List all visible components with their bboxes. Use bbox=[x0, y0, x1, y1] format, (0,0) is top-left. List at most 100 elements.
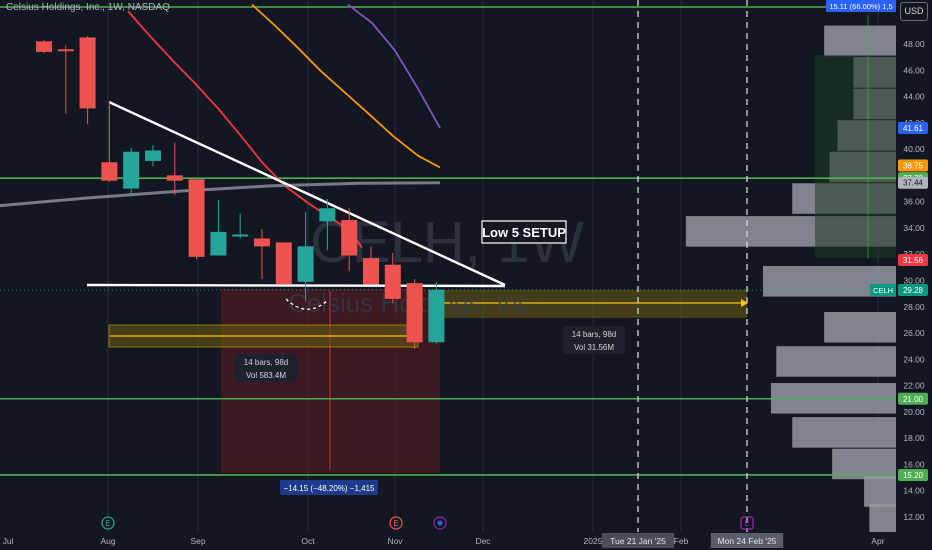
price-tick-label: 48.00 bbox=[903, 39, 925, 49]
candle bbox=[145, 145, 161, 167]
price-badge bbox=[898, 176, 928, 189]
time-tick-label: Oct bbox=[301, 536, 315, 546]
candle-body bbox=[145, 150, 161, 161]
price-badge-label: 15.20 bbox=[903, 471, 924, 480]
setup-label: Low 5 SETUP bbox=[482, 225, 566, 240]
price-badge-label: 31.56 bbox=[903, 256, 924, 265]
time-tick-label: Dec bbox=[475, 536, 491, 546]
date-marker-label-box bbox=[601, 533, 675, 548]
time-tick-label: Mon 24 Feb '25 bbox=[718, 536, 777, 546]
volume-profile-bar bbox=[824, 25, 896, 57]
candle-body bbox=[166, 175, 183, 181]
candle bbox=[297, 212, 314, 302]
currency-button[interactable]: USD bbox=[900, 2, 928, 21]
earnings-icon[interactable]: E bbox=[740, 516, 754, 530]
candle-body bbox=[406, 283, 423, 343]
price-badge-label: 29.28 bbox=[903, 286, 924, 295]
descending-trendline[interactable] bbox=[108, 100, 506, 287]
support-trendline[interactable] bbox=[86, 283, 506, 288]
price-tick-label: 22.00 bbox=[903, 381, 925, 391]
date-marker-label-box bbox=[710, 533, 784, 548]
candle bbox=[363, 246, 379, 285]
volume-profile-bar bbox=[776, 346, 896, 377]
price-tick-label: 20.00 bbox=[903, 407, 925, 417]
candle-body bbox=[297, 246, 314, 282]
earnings-icon[interactable]: E bbox=[101, 516, 115, 530]
candle-body bbox=[123, 151, 140, 189]
earnings-icon[interactable]: E bbox=[389, 516, 403, 530]
symbol-header[interactable]: Celsius Holdings, Inc., 1W, NASDAQ bbox=[6, 2, 170, 13]
candle bbox=[254, 229, 270, 280]
candle-body bbox=[188, 179, 205, 257]
candle bbox=[36, 40, 52, 54]
volume-profile-bar bbox=[864, 476, 896, 507]
price-tick-label: 40.00 bbox=[903, 144, 925, 154]
price-tick-label: 18.00 bbox=[903, 433, 925, 443]
candle bbox=[79, 36, 96, 125]
price-tick-label: 34.00 bbox=[903, 223, 925, 233]
candle bbox=[232, 213, 249, 239]
volume-profile-bar bbox=[832, 448, 896, 480]
time-tick-label: Nov bbox=[387, 536, 403, 546]
price-badge bbox=[898, 121, 928, 134]
setup-label-box[interactable] bbox=[481, 220, 567, 244]
left-range-info-box bbox=[234, 354, 298, 382]
time-tick-label: Apr bbox=[871, 536, 884, 546]
price-badge bbox=[898, 283, 928, 296]
candle bbox=[428, 281, 445, 344]
candle-body bbox=[275, 242, 292, 285]
time-tick-label: Jul bbox=[3, 536, 14, 546]
candle bbox=[275, 242, 292, 285]
svg-text:E: E bbox=[105, 519, 110, 528]
right-range-volume: Vol 31.56M bbox=[574, 343, 614, 352]
price-tick-label: 24.00 bbox=[903, 354, 925, 364]
candle bbox=[406, 279, 423, 349]
moving-average-line bbox=[251, 3, 441, 169]
moving-average-line bbox=[347, 3, 441, 129]
top-price-label-box bbox=[826, 0, 896, 12]
measure-info: −14.15 (−48.20%) −1,415 bbox=[284, 484, 376, 493]
top-price-label: 15.11 (66.00%) 1,5 bbox=[829, 2, 892, 11]
left-range-volume: Vol 583.4M bbox=[246, 371, 286, 380]
right-range-info-box bbox=[563, 326, 625, 354]
candle bbox=[384, 252, 401, 303]
candle-body bbox=[79, 37, 96, 109]
dividend-icon[interactable] bbox=[433, 516, 447, 530]
moving-averages bbox=[0, 3, 441, 249]
candle bbox=[166, 142, 183, 196]
candle-body bbox=[363, 258, 379, 285]
candle-body bbox=[319, 208, 336, 222]
candle bbox=[210, 200, 227, 256]
time-tick-label: Sep bbox=[190, 536, 205, 546]
candle-body bbox=[341, 220, 358, 256]
time-axis[interactable]: Jul Aug Sep Oct Nov Dec 2025 Tue 21 Jan '25 Feb M… bbox=[3, 533, 885, 548]
price-badges: 41.6138.7537.7937.4431.56CELH29.2821.001… bbox=[870, 121, 928, 481]
candle bbox=[188, 179, 205, 260]
candle bbox=[101, 100, 118, 182]
time-tick-label: Feb bbox=[674, 536, 689, 546]
candle bbox=[341, 208, 358, 272]
value-area-shade bbox=[815, 55, 897, 258]
candle-body bbox=[428, 289, 445, 343]
price-badge bbox=[898, 468, 928, 481]
candle bbox=[57, 45, 74, 114]
rounded-bottom-arc bbox=[285, 298, 329, 310]
time-tick-label: Tue 21 Jan '25 bbox=[610, 536, 666, 546]
price-badge-label: 41.61 bbox=[903, 124, 924, 133]
candle bbox=[319, 199, 336, 251]
candle-body bbox=[232, 234, 249, 237]
time-tick-label: Aug bbox=[100, 536, 115, 546]
price-tick-label: 30.00 bbox=[903, 276, 925, 286]
volume-profile-bar bbox=[869, 503, 896, 535]
price-badge-label: 37.44 bbox=[903, 179, 924, 188]
candle-body bbox=[384, 264, 401, 299]
candle-body bbox=[254, 238, 270, 247]
price-tick-label: 14.00 bbox=[903, 486, 925, 496]
date-range-right bbox=[440, 290, 747, 318]
price-badge bbox=[898, 392, 928, 405]
candle-body bbox=[57, 49, 74, 52]
price-tick-label: 16.00 bbox=[903, 459, 925, 469]
price-tick-label: 46.00 bbox=[903, 65, 925, 75]
